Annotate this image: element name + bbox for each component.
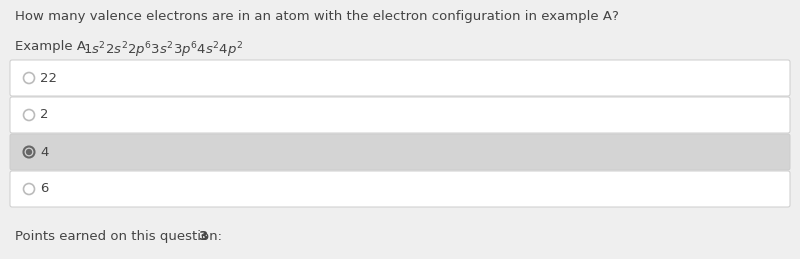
Circle shape	[23, 73, 34, 83]
Circle shape	[23, 110, 34, 120]
FancyBboxPatch shape	[10, 97, 790, 133]
Text: $1s^22s^22p^63s^23p^64s^24p^2$: $1s^22s^22p^63s^23p^64s^24p^2$	[83, 40, 243, 60]
Circle shape	[23, 147, 34, 157]
Text: 4: 4	[40, 146, 48, 159]
Circle shape	[26, 149, 32, 155]
Text: Points earned on this question:: Points earned on this question:	[15, 230, 226, 243]
Text: How many valence electrons are in an atom with the electron configuration in exa: How many valence electrons are in an ato…	[15, 10, 619, 23]
FancyBboxPatch shape	[10, 60, 790, 96]
Text: 6: 6	[40, 183, 48, 196]
FancyBboxPatch shape	[10, 134, 790, 170]
Text: 3: 3	[198, 230, 207, 243]
Circle shape	[23, 183, 34, 195]
Text: Example A:: Example A:	[15, 40, 94, 53]
FancyBboxPatch shape	[10, 171, 790, 207]
Text: 22: 22	[40, 71, 57, 84]
Text: 2: 2	[40, 109, 49, 121]
